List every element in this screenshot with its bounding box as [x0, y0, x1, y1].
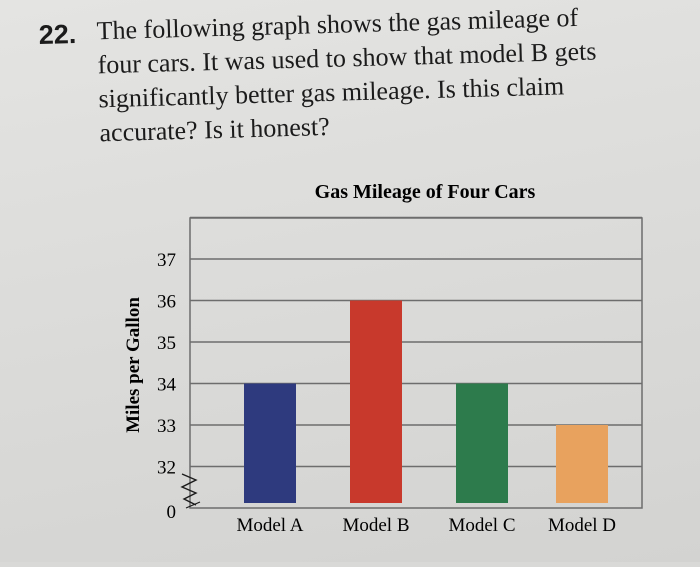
x-tick-label: Model C: [448, 515, 515, 536]
y-tick-label: 0: [167, 502, 177, 523]
x-tick-label: Model D: [548, 515, 616, 536]
y-tick-label: 37: [157, 250, 176, 271]
chart-title: Gas Mileage of Four Cars: [315, 181, 536, 203]
y-tick-labels: 0 32 33 34 35 36 37: [157, 250, 177, 523]
x-tick-label: Model A: [236, 515, 303, 536]
x-tick-label: Model B: [342, 515, 409, 536]
y-tick-label: 36: [157, 292, 176, 313]
y-tick-label: 32: [157, 458, 176, 479]
bars: [244, 300, 608, 503]
axis-break-mark: [180, 473, 201, 509]
axis-break-slash: [185, 501, 201, 509]
bar-model-a: [244, 383, 296, 503]
x-category-labels: Model A Model B Model C Model D: [236, 515, 616, 536]
y-axis-label: Miles per Gallon: [123, 297, 144, 433]
y-tick-label: 34: [157, 375, 177, 396]
axis-break-zigzag: [180, 473, 198, 506]
bar-model-c: [456, 383, 508, 503]
bar-model-d: [556, 425, 608, 503]
bar-model-b: [350, 300, 402, 503]
y-tick-label: 35: [157, 333, 176, 354]
y-tick-label: 33: [157, 416, 176, 437]
